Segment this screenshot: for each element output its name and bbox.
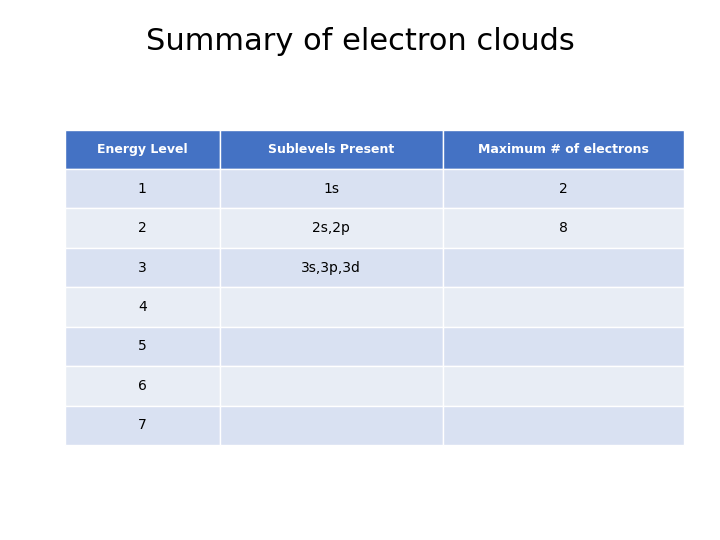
Text: 3s,3p,3d: 3s,3p,3d	[301, 261, 361, 274]
Bar	[220, 366, 443, 406]
Bar	[220, 248, 443, 287]
Bar	[65, 130, 220, 169]
Bar	[443, 169, 684, 208]
Bar	[65, 248, 220, 287]
Bar	[443, 327, 684, 366]
Text: 6: 6	[138, 379, 147, 393]
Text: 2s,2p: 2s,2p	[312, 221, 350, 235]
Text: Energy Level: Energy Level	[97, 143, 187, 156]
Text: Sublevels Present: Sublevels Present	[268, 143, 394, 156]
Text: 4: 4	[138, 300, 147, 314]
Bar	[65, 169, 220, 208]
Bar	[65, 327, 220, 366]
Text: 1s: 1s	[323, 182, 339, 195]
Bar	[220, 169, 443, 208]
Bar	[65, 287, 220, 327]
Text: 3: 3	[138, 261, 147, 274]
Bar	[443, 366, 684, 406]
Bar	[220, 130, 443, 169]
Text: 2: 2	[138, 221, 147, 235]
Bar	[65, 208, 220, 248]
Text: 8: 8	[559, 221, 567, 235]
Bar	[443, 406, 684, 445]
Bar	[65, 366, 220, 406]
Bar	[443, 287, 684, 327]
Bar	[220, 208, 443, 248]
Bar	[220, 327, 443, 366]
Bar	[220, 287, 443, 327]
Bar	[443, 248, 684, 287]
Bar	[443, 130, 684, 169]
Bar	[220, 406, 443, 445]
Text: Summary of electron clouds: Summary of electron clouds	[145, 27, 575, 56]
Text: 2: 2	[559, 182, 567, 195]
Bar	[65, 406, 220, 445]
Text: 5: 5	[138, 340, 147, 353]
Bar	[443, 208, 684, 248]
Text: Maximum # of electrons: Maximum # of electrons	[478, 143, 649, 156]
Text: 7: 7	[138, 418, 147, 432]
Text: 1: 1	[138, 182, 147, 195]
